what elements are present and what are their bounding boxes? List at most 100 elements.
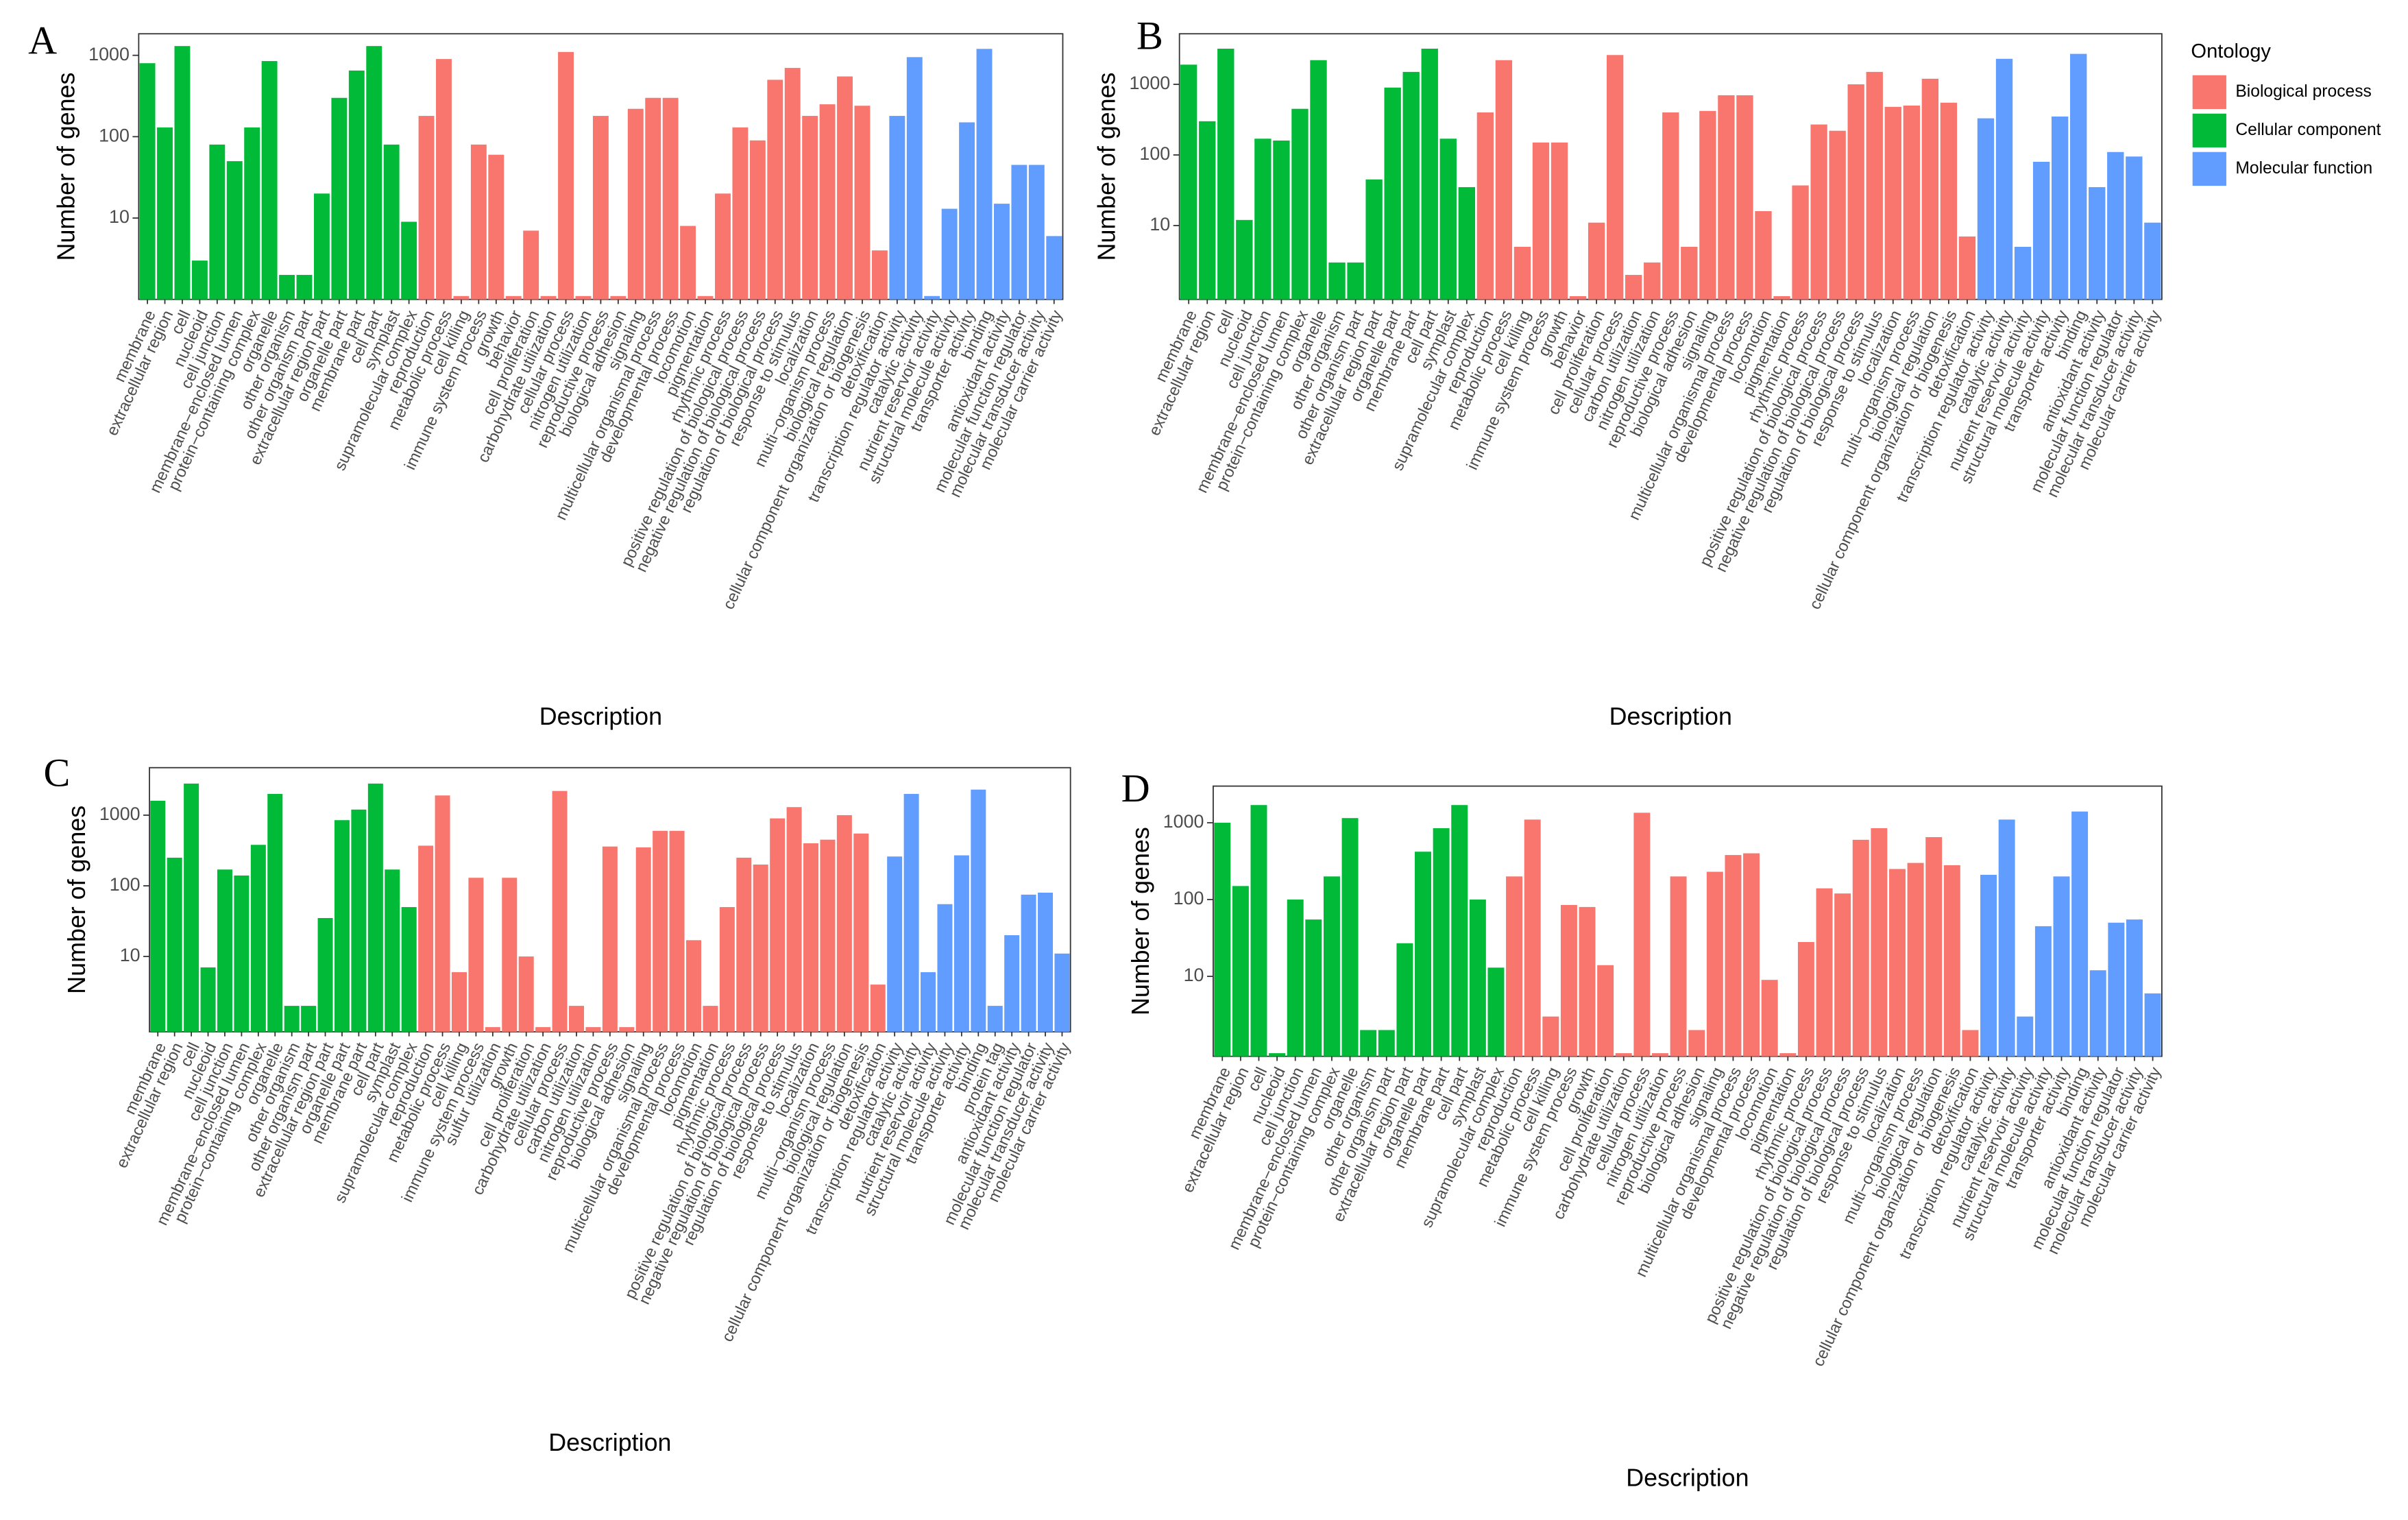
bar: [1254, 138, 1272, 300]
bar: [1458, 186, 1475, 300]
bar: [157, 127, 173, 300]
bar: [1341, 818, 1359, 1057]
legend-label: Cellular component: [2235, 121, 2381, 139]
bar: [2017, 1016, 2034, 1057]
bar: [284, 1006, 300, 1032]
bar: [1011, 165, 1027, 300]
bar: [715, 193, 731, 300]
bar: [1888, 869, 1906, 1057]
bar: [1046, 236, 1062, 300]
bar: [1998, 819, 2015, 1057]
bar: [139, 63, 156, 300]
panel-letter: D: [1121, 766, 1150, 810]
bar: [1469, 900, 1486, 1057]
bar: [2126, 156, 2143, 300]
bar: [1421, 48, 1438, 300]
bar: [2108, 922, 2125, 1057]
bar: [1903, 106, 1920, 300]
x-axis-title: Description: [548, 1429, 671, 1456]
bar: [226, 161, 243, 300]
bar: [317, 917, 333, 1032]
bar: [1615, 1053, 1632, 1057]
bar: [1652, 1053, 1668, 1057]
bar: [418, 845, 434, 1032]
y-tick-label: 100: [1139, 143, 1170, 164]
bar: [1718, 95, 1735, 300]
bar: [453, 295, 470, 300]
bar: [753, 864, 768, 1032]
bar: [1921, 78, 1939, 300]
bar: [1384, 87, 1401, 300]
y-axis-title: Number of genes: [52, 73, 80, 261]
bar: [2053, 876, 2070, 1057]
bar: [1232, 886, 1249, 1057]
y-tick-label: 100: [110, 874, 141, 895]
bar: [505, 295, 522, 300]
bar: [1021, 894, 1036, 1032]
bar: [802, 116, 818, 300]
y-tick-label: 1000: [1129, 73, 1170, 93]
bar: [334, 820, 350, 1032]
y-axis-title: Number of genes: [63, 806, 90, 994]
x-axis-title: Description: [1626, 1464, 1749, 1492]
bar: [261, 61, 278, 300]
bar: [1402, 71, 1420, 300]
bar: [1980, 874, 1997, 1057]
x-axis-title: Description: [539, 703, 662, 730]
bar: [1588, 222, 1605, 300]
bar: [234, 875, 250, 1032]
bar: [2126, 919, 2143, 1057]
bar: [1569, 295, 1587, 300]
y-tick-label: 1000: [88, 44, 130, 64]
bar: [994, 204, 1010, 300]
bar: [485, 1027, 500, 1032]
bar: [313, 193, 330, 300]
bar: [1797, 941, 1814, 1057]
bar: [1028, 165, 1045, 300]
bar: [1884, 106, 1901, 300]
bar: [1743, 853, 1760, 1057]
bar: [959, 122, 975, 300]
bar: [1291, 108, 1309, 300]
bar: [767, 80, 783, 300]
bar: [669, 830, 685, 1032]
bar: [819, 104, 836, 300]
bar: [627, 108, 644, 300]
bar: [987, 1006, 1003, 1032]
bar: [645, 97, 661, 300]
bar: [749, 140, 766, 300]
bar: [1834, 893, 1851, 1057]
bar: [1439, 138, 1457, 300]
bar: [1273, 140, 1290, 300]
bar: [1829, 130, 1846, 300]
bar: [174, 46, 191, 300]
bar: [436, 59, 452, 300]
bar: [1625, 274, 1642, 300]
bar: [1328, 262, 1346, 300]
bar: [244, 127, 260, 300]
bar: [1736, 95, 1753, 300]
bar: [836, 815, 852, 1032]
bar: [1699, 110, 1716, 300]
bar: [435, 795, 450, 1032]
bar: [296, 274, 313, 300]
bar: [1560, 904, 1577, 1057]
bar: [1681, 246, 1698, 300]
y-tick-label: 10: [1184, 965, 1204, 985]
bar: [552, 791, 568, 1032]
bar: [732, 127, 749, 300]
bar: [191, 261, 208, 300]
bar: [348, 70, 365, 300]
legend-label: Molecular function: [2235, 159, 2372, 178]
bar: [1360, 1030, 1377, 1057]
bar: [502, 878, 518, 1032]
bar: [1597, 965, 1614, 1057]
bar: [770, 818, 786, 1032]
bar: [953, 855, 969, 1032]
bar: [619, 1027, 635, 1032]
panel-letter: B: [1136, 14, 1163, 58]
bar: [1287, 900, 1304, 1057]
bar: [451, 972, 467, 1032]
bar: [1487, 967, 1505, 1057]
bar: [1250, 805, 1267, 1057]
